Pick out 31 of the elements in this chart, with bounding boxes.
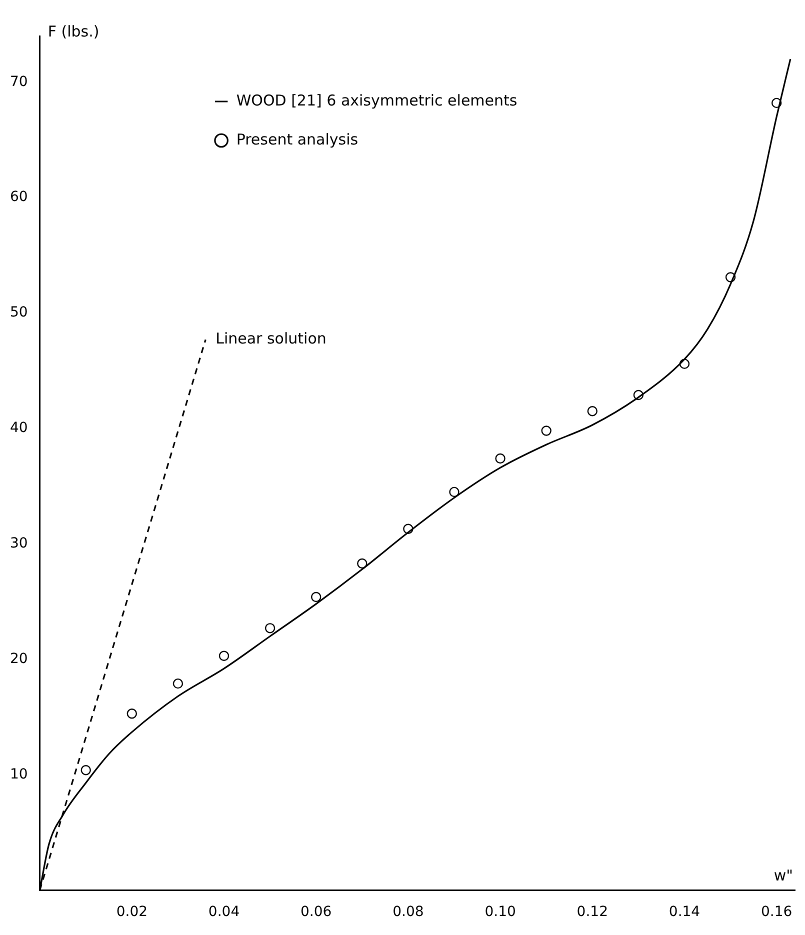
point — [587, 406, 598, 416]
point — [172, 678, 184, 689]
y-tick-label: 20 — [10, 650, 28, 667]
x-tick-label: 0.08 — [392, 904, 424, 920]
x-tick-label: 0.10 — [484, 904, 516, 920]
point — [218, 650, 230, 661]
x-tick-label: 0.06 — [300, 904, 332, 920]
point — [357, 558, 368, 569]
legend-label: Present analysis — [236, 130, 358, 148]
point — [495, 453, 506, 464]
legend-label: WOOD [21] 6 axisymmetric elements — [236, 91, 518, 110]
x-tick-label: 0.12 — [576, 904, 608, 920]
y-tick-label: 30 — [10, 536, 28, 552]
y-tick-label: 10 — [10, 766, 28, 782]
y-tick-label: 50 — [10, 304, 28, 321]
y-axis-title: F (lbs.) — [48, 22, 100, 40]
annotation: Linear solution — [216, 329, 326, 348]
x-tick-label: 0.04 — [208, 904, 240, 920]
point — [126, 708, 138, 719]
y-tick-label: 60 — [10, 189, 28, 206]
point — [264, 623, 276, 634]
y-tick-label: 70 — [10, 74, 28, 90]
x-tick-label: 0.16 — [760, 904, 792, 920]
point — [449, 486, 460, 498]
x-axis-title: w" — [774, 866, 793, 885]
x-tick-label: 0.14 — [668, 904, 700, 920]
point — [541, 426, 552, 436]
x-tick-label: 0.02 — [116, 904, 148, 920]
point — [80, 765, 91, 776]
y-tick-label: 40 — [10, 420, 28, 436]
point — [311, 592, 322, 602]
